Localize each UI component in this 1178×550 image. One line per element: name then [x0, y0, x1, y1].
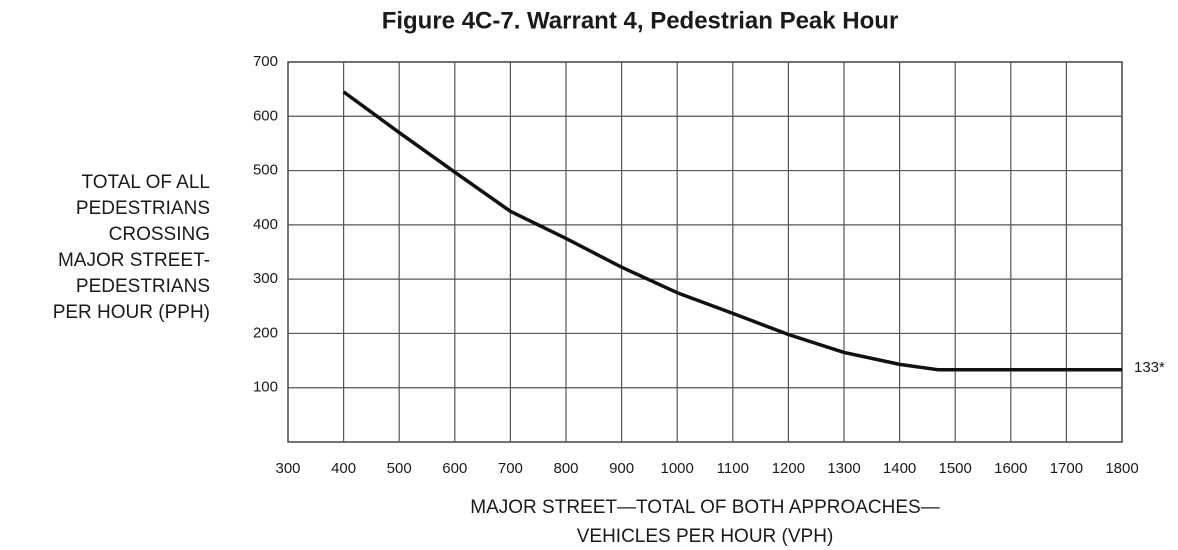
line — [342, 90, 1122, 372]
x-tick-label: 300 — [275, 460, 300, 477]
x-tick-label: 1400 — [883, 460, 916, 477]
x-tick-label: 700 — [498, 460, 523, 477]
y-axis-label: CROSSING — [109, 224, 210, 245]
x-tick-label: 1300 — [827, 460, 860, 477]
y-axis-label: PEDESTRIANS — [76, 198, 210, 219]
x-tick-label: 500 — [387, 460, 412, 477]
x-tick-label: 900 — [609, 460, 634, 477]
y-tick-label: 100 — [253, 379, 278, 396]
x-axis-label: VEHICLES PER HOUR (VPH) — [577, 526, 834, 547]
x-tick-label: 1500 — [939, 460, 972, 477]
y-axis-label: PER HOUR (PPH) — [53, 302, 210, 323]
x-tick-label: 800 — [553, 460, 578, 477]
y-axis-label: TOTAL OF ALL — [82, 172, 210, 193]
chart-title: Figure 4C-7. Warrant 4, Pedestrian Peak … — [382, 7, 899, 34]
x-tick-label: 1000 — [661, 460, 694, 477]
plot-frame — [287, 61, 1123, 443]
y-tick-label: 600 — [253, 107, 278, 124]
x-tick-label: 400 — [331, 460, 356, 477]
y-tick-label: 200 — [253, 324, 278, 341]
y-tick-label: 700 — [253, 53, 278, 70]
x-tick-label: 1600 — [994, 460, 1027, 477]
x-tick-label: 1700 — [1050, 460, 1083, 477]
x-tick-label: 1800 — [1105, 460, 1138, 477]
y-axis-label: MAJOR STREET- — [58, 250, 210, 271]
x-tick-label: 1200 — [772, 460, 805, 477]
y-tick-label: 400 — [253, 216, 278, 233]
x-tick-label: 1100 — [717, 460, 749, 477]
x-axis-label: MAJOR STREET—TOTAL OF BOTH APPROACHES— — [470, 497, 939, 518]
y-tick-label: 500 — [253, 162, 278, 179]
y-tick-label: 300 — [253, 270, 278, 287]
y-axis-label: PEDESTRIANS — [76, 276, 210, 297]
x-tick-label: 600 — [442, 460, 467, 477]
annotation: 133* — [1134, 359, 1165, 376]
